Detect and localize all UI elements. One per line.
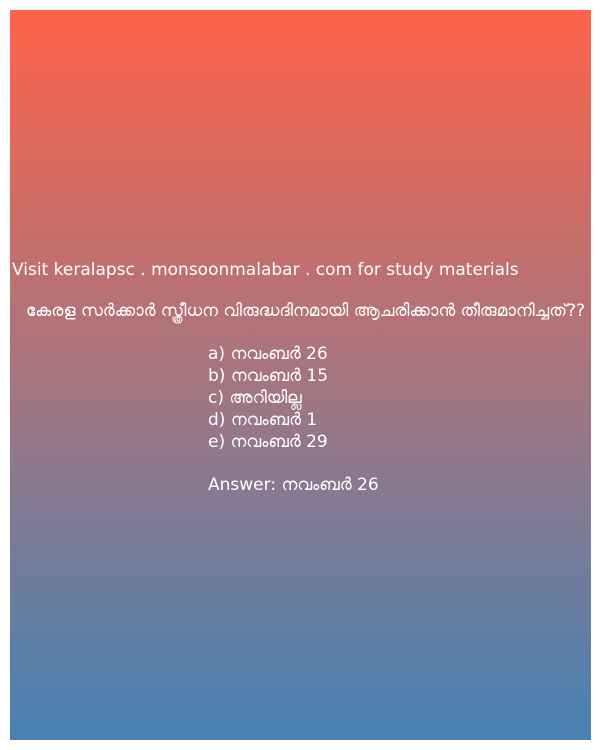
option-a: a) നവംബർ 26: [208, 344, 328, 364]
option-d: d) നവംബർ 1: [208, 410, 318, 430]
options-list: a) നവംബർ 26 b) നവംബർ 15 c) അറിയില്ല d) ന…: [208, 343, 328, 453]
answer-text: Answer: നവംബർ 26: [208, 475, 379, 495]
promo-text: Visit keralapsc . monsoonmalabar . com f…: [12, 260, 519, 280]
question-text: കേരള സർക്കാർ സ്ത്രീധന വിരുദ്ധദിനമായി ആചര…: [25, 301, 586, 321]
option-c: c) അറിയില്ല: [208, 388, 302, 408]
question-card: Visit keralapsc . monsoonmalabar . com f…: [10, 10, 591, 740]
option-b: b) നവംബർ 15: [208, 366, 329, 386]
option-e: e) നവംബർ 29: [208, 432, 328, 452]
